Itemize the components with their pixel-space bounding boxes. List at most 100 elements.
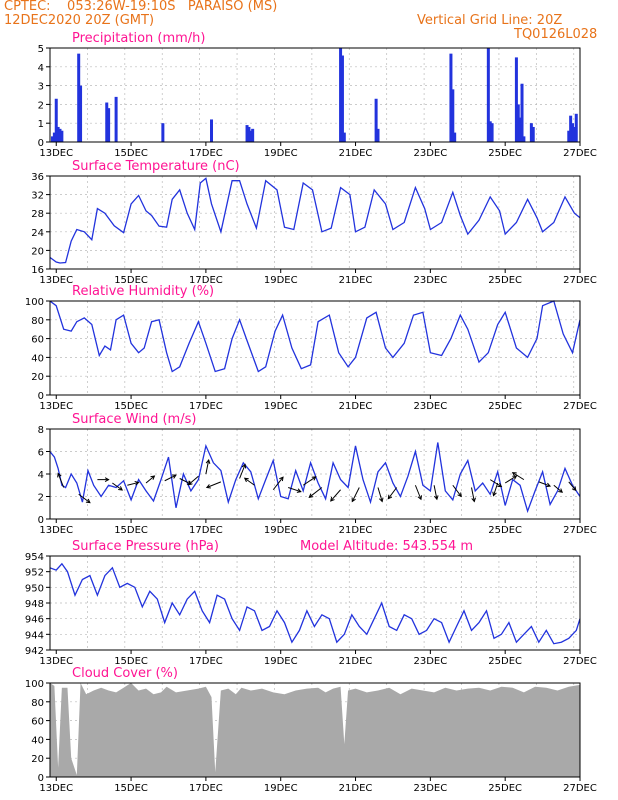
temp-xtick-label: 27DEC	[563, 275, 597, 286]
wind-arrow	[112, 482, 123, 491]
wind-arrowhead	[150, 475, 156, 480]
precip-bar	[114, 96, 118, 142]
wind-arrowhead	[104, 477, 110, 482]
wind-arrow	[471, 487, 475, 502]
wind-arrow	[452, 484, 462, 497]
pres-ytick-label: 946	[25, 615, 44, 626]
rh-xtick-label: 21DEC	[339, 401, 373, 412]
wind-xtick-label: 19DEC	[264, 525, 298, 536]
precip-bar	[251, 128, 255, 142]
wind-xtick-label: 21DEC	[339, 525, 373, 536]
cloud-xtick-label: 19DEC	[264, 783, 298, 794]
rh-ytick-label: 80	[31, 316, 44, 327]
wind-xtick-label: 17DEC	[189, 525, 223, 536]
cloud-ytick-label: 100	[25, 679, 44, 690]
precip-bar	[518, 117, 522, 142]
precip-bar	[522, 136, 526, 142]
precip-ytick-label: 4	[38, 63, 44, 74]
precip-bar	[249, 130, 253, 142]
precip-bar	[567, 130, 571, 142]
wind-arrowhead	[171, 474, 177, 479]
wind-arrowhead	[351, 497, 356, 503]
pres-title: Surface Pressure (hPa)	[72, 539, 219, 554]
wind-ytick-label: 2	[38, 493, 44, 504]
wind-arrowhead	[187, 480, 193, 486]
cloud-frame	[49, 682, 581, 778]
rh-panel: Relative Humidity (%) 0 20 40 60 80 100 13DEC 15…	[25, 284, 597, 412]
rh-xtick-label: 23DEC	[413, 401, 447, 412]
rh-ytick-label: 100	[25, 297, 44, 308]
pres-ytick-label: 950	[25, 583, 44, 594]
cloud-xtick-label: 27DEC	[563, 783, 597, 794]
rh-ytick-label: 40	[31, 353, 44, 364]
precip-bar	[210, 119, 214, 142]
temp-xtick-label: 25DEC	[488, 275, 522, 286]
cloud-panel: Cloud Cover (%) 0 20 40 60 80 100 13DEC 15DEC 17D…	[25, 666, 597, 794]
wind-xtick-label: 25DEC	[488, 525, 522, 536]
temp-ytick-label: 20	[31, 246, 44, 257]
precip-bar	[247, 126, 251, 142]
wind-xtick-label: 23DEC	[413, 525, 447, 536]
wind-arrow	[244, 477, 255, 486]
wind-arrow	[288, 487, 301, 493]
precip-bar	[451, 89, 455, 142]
temp-ytick-label: 36	[31, 172, 44, 183]
wind-arrowhead	[279, 476, 284, 482]
wind-arrowhead	[417, 495, 422, 501]
wind-arrow	[188, 475, 199, 486]
chart-header: CPTEC: 053:26W-19:10S PARAISO (MS) 12DEC…	[0, 0, 618, 42]
wind-arrow	[330, 489, 341, 502]
precip-bar	[490, 123, 494, 142]
wind-arrow	[568, 481, 577, 491]
precip-ytick-label: 1	[38, 119, 44, 130]
precip-bar	[449, 53, 453, 142]
wind-arrowhead	[433, 495, 439, 501]
wind-arrowhead	[546, 482, 552, 488]
precip-bar	[161, 123, 165, 142]
wind-arrow	[164, 474, 177, 482]
pres-ytick-label: 948	[25, 599, 44, 610]
wind-arrowhead	[205, 484, 211, 489]
precip-ytick-label: 2	[38, 100, 44, 111]
rh-ytick-label: 60	[31, 335, 44, 346]
pres-xtick-label: 21DEC	[339, 656, 373, 667]
wind-line	[49, 442, 581, 514]
forecast-time: 12DEC2020 20Z (GMT)	[4, 13, 155, 28]
wind-arrowhead	[511, 472, 517, 477]
wind-ytick-label: 0	[38, 515, 44, 526]
pres-frame	[49, 555, 581, 651]
wind-arrowhead	[492, 491, 497, 497]
precip-bar	[60, 130, 64, 142]
precip-panel: Precipitation (mm/h) 0 1 2 3 4 5 13DEC 15DEC 17DE…	[38, 31, 597, 159]
precip-xtick-label: 15DEC	[114, 148, 148, 159]
wind-xtick-label: 13DEC	[39, 525, 73, 536]
pres-xtick-label: 25DEC	[488, 656, 522, 667]
precip-bar	[529, 123, 533, 142]
precip-bar	[531, 126, 535, 142]
wind-arrow	[78, 493, 91, 504]
wind-arrowhead	[243, 477, 249, 483]
cloud-ytick-label: 60	[31, 717, 44, 728]
wind-arrow	[205, 459, 210, 475]
precip-bar	[520, 83, 524, 142]
rh-title: Relative Humidity (%)	[72, 284, 214, 299]
temp-line	[49, 177, 581, 264]
pres-xtick-label: 23DEC	[413, 656, 447, 667]
wind-arrow	[239, 464, 246, 479]
temp-ytick-label: 16	[31, 265, 44, 276]
wind-arrowhead	[512, 475, 518, 480]
wind-arrowhead	[205, 458, 211, 464]
pres-xtick-label: 13DEC	[39, 656, 73, 667]
wind-arrowhead	[457, 492, 462, 498]
cloud-xtick-label: 21DEC	[339, 783, 373, 794]
pres-xtick-label: 27DEC	[563, 656, 597, 667]
rh-xtick-label: 27DEC	[563, 401, 597, 412]
wind-arrowhead	[558, 488, 564, 493]
rh-xtick-label: 17DEC	[189, 401, 223, 412]
wind-arrow	[387, 487, 398, 500]
cloud-ytick-label: 20	[31, 754, 44, 765]
wind-arrowhead	[118, 486, 124, 491]
cloud-xtick-label: 15DEC	[114, 783, 148, 794]
precip-bar	[488, 121, 492, 142]
precip-xtick-label: 23DEC	[413, 148, 447, 159]
